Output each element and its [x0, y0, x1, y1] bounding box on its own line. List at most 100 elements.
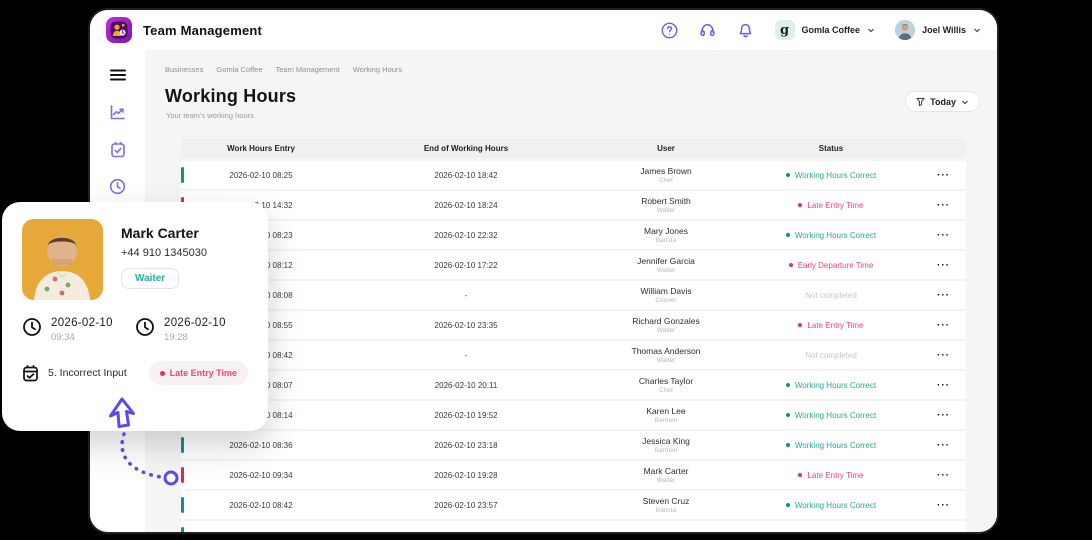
breadcrumb-item[interactable]: Gomla Coffee: [216, 65, 262, 74]
status-dot: [789, 263, 793, 267]
status-label: Working Hours Correct: [795, 231, 876, 240]
main-content: Businesses Gomla Coffee Team Management Wor…: [145, 50, 997, 532]
row-menu-button[interactable]: ···: [921, 350, 966, 361]
filter-icon: [916, 97, 925, 106]
table-row[interactable]: 2026-02-10 08:36 2026-02-10 23:18 Jessic…: [181, 431, 966, 461]
incorrect-input-note: 5. Incorrect Input: [48, 367, 127, 379]
table-row[interactable]: 2026-02-10 08:12 2026-02-10 17:22 Jennif…: [181, 251, 966, 281]
breadcrumb-item[interactable]: Working Hours: [353, 65, 402, 74]
entry-date: 2026-02-10: [51, 317, 113, 329]
employee-popup-card: Mark Carter +44 910 1345030 Waiter 2026-…: [2, 202, 268, 431]
role-badge: Waiter: [121, 268, 179, 289]
user-name: Charles Taylor: [639, 376, 693, 386]
employee-phone: +44 910 1345030: [121, 247, 207, 259]
status-label: Working Hours Correct: [795, 501, 876, 510]
user-name: Robert Smith: [641, 196, 691, 206]
row-menu-button[interactable]: ···: [921, 260, 966, 271]
table-row[interactable]: 2026-02-10 08:55 2026-02-10 23:35 Richar…: [181, 311, 966, 341]
cell-status: Late Entry Time: [741, 201, 921, 210]
status-dot: [786, 443, 790, 447]
table-row[interactable]: 2026-02-10 08:42 2026-02-10 23:57 Steven…: [181, 491, 966, 521]
business-selector[interactable]: g Gomla Coffee: [775, 20, 876, 40]
user-role: Barista: [656, 507, 676, 514]
clock-icon: [135, 317, 155, 337]
user-name: Richard Gonzales: [632, 316, 700, 326]
chevron-down-icon: [973, 26, 981, 34]
status-label: Late Entry Time: [807, 201, 863, 210]
breadcrumb-item[interactable]: Businesses: [165, 65, 203, 74]
row-menu-button[interactable]: ···: [921, 290, 966, 301]
end-date: 2026-02-10: [164, 317, 226, 329]
sidebar-item-tasks[interactable]: [109, 140, 127, 158]
business-logo-icon: g: [775, 20, 795, 40]
user-role: Chef: [659, 177, 673, 184]
sidebar-menu-toggle[interactable]: [109, 66, 127, 84]
row-menu-button[interactable]: ···: [921, 320, 966, 331]
user-avatar: [895, 20, 915, 40]
cell-user: Richard Gonzales Waiter: [591, 316, 741, 334]
user-name: Jennifer Garcia: [637, 256, 695, 266]
table-row[interactable]: 2026-02-10 08:07 2026-02-10 20:11 Charle…: [181, 371, 966, 401]
user-menu[interactable]: Joel Willis: [895, 20, 981, 40]
table-header: Work Hours Entry End of Working Hours Us…: [181, 139, 966, 158]
cell-user: James Brown Chef: [591, 166, 741, 184]
status-dot: [786, 413, 790, 417]
status-label: Working Hours Correct: [795, 441, 876, 450]
today-filter-button[interactable]: Today: [905, 91, 980, 112]
cell-status: Late Entry Time: [741, 471, 921, 480]
support-icon[interactable]: [699, 21, 717, 39]
row-menu-button[interactable]: ···: [921, 380, 966, 391]
app-title: Team Management: [143, 23, 262, 38]
entry-time-group: 2026-02-10 09:34: [22, 317, 135, 343]
status-dot: [160, 371, 165, 376]
table-row[interactable]: 2026-02-10 08:25 2026-02-10 18:42 James …: [181, 161, 966, 191]
row-menu-button[interactable]: ···: [921, 470, 966, 481]
row-menu-button[interactable]: ···: [921, 200, 966, 211]
cell-user: Robert Smith Waiter: [591, 196, 741, 214]
row-menu-button[interactable]: ···: [921, 170, 966, 181]
user-name: James Brown: [640, 166, 692, 176]
row-menu-button[interactable]: ···: [921, 230, 966, 241]
table-row[interactable]: 2026-02-10 14:32 2026-02-10 18:24 Robert…: [181, 191, 966, 221]
breadcrumb-item[interactable]: Team Management: [276, 65, 340, 74]
status-label: Not completed: [805, 291, 857, 300]
sidebar-item-analytics[interactable]: [109, 103, 127, 121]
user-name: Mark Carter: [644, 466, 689, 476]
status-dot: [798, 203, 802, 207]
cell-user: Thomas Anderson Waiter: [591, 346, 741, 364]
cell-end: -: [341, 351, 591, 360]
employee-avatar: [22, 219, 103, 300]
chevron-down-icon: [961, 98, 969, 106]
help-icon[interactable]: [661, 21, 679, 39]
row-menu-button[interactable]: ···: [921, 440, 966, 451]
breadcrumb: Businesses Gomla Coffee Team Management Wor…: [165, 65, 402, 74]
status-dot: [786, 233, 790, 237]
cell-end: 2026-02-10 23:57: [341, 501, 591, 510]
cell-entry: 2026-02-10 08:42: [181, 501, 341, 510]
status-label: Working Hours Correct: [795, 411, 876, 420]
user-role: Courier: [655, 297, 676, 304]
working-hours-table: Work Hours Entry End of Working Hours Us…: [181, 139, 966, 532]
table-row[interactable]: [181, 521, 966, 532]
status-label: Working Hours Correct: [795, 381, 876, 390]
cell-entry: 2026-02-10 09:34: [181, 471, 341, 480]
notifications-icon[interactable]: [737, 21, 755, 39]
table-row[interactable]: 2026-02-10 08:14 2026-02-10 19:52 Karen …: [181, 401, 966, 431]
cell-entry: 2026-02-10 08:25: [181, 171, 341, 180]
status-dot: [786, 503, 790, 507]
cell-user: Jessica King Barmen: [591, 436, 741, 454]
status-label: Late Entry Time: [807, 471, 863, 480]
table-row[interactable]: 2026-02-10 08:23 2026-02-10 22:32 Mary J…: [181, 221, 966, 251]
status-label: Not completed: [805, 351, 857, 360]
table-row[interactable]: 2026-02-10 09:34 2026-02-10 19:28 Mark C…: [181, 461, 966, 491]
user-role: Waiter: [657, 477, 676, 484]
user-name: Steven Cruz: [643, 496, 690, 506]
table-row[interactable]: 2026-02-10 08:42 - Thomas Anderson Waite…: [181, 341, 966, 371]
row-menu-button[interactable]: ···: [921, 500, 966, 511]
row-menu-button[interactable]: ···: [921, 410, 966, 421]
cell-entry: 2026-02-10 08:36: [181, 441, 341, 450]
page-title: Working Hours: [165, 86, 296, 107]
sidebar-item-working-hours[interactable]: [109, 177, 127, 195]
table-row[interactable]: 2026-02-10 08:08 - William Davis Courier…: [181, 281, 966, 311]
calendar-icon: [22, 364, 39, 382]
